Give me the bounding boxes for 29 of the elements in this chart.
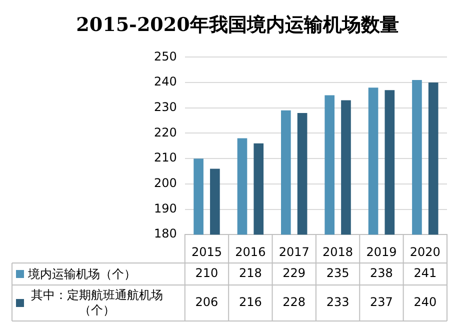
y-tick-label: 200: [154, 176, 177, 190]
y-tick-label: 210: [154, 150, 177, 165]
data-label: 216: [238, 295, 262, 310]
legend-label: 境内运输机场（个）: [28, 266, 136, 282]
data-label: 233: [326, 295, 350, 310]
x-tick-label: 2015: [191, 244, 222, 259]
data-label: 238: [370, 266, 393, 280]
data-label: 218: [238, 266, 262, 280]
data-label: 206: [195, 295, 218, 310]
data-label: 237: [370, 295, 393, 310]
x-tick-label: 2017: [278, 244, 310, 259]
y-tick-label: 180: [154, 226, 177, 241]
y-tick-label: 230: [154, 100, 177, 114]
data-label: 228: [282, 295, 306, 310]
x-tick-label: 2020: [410, 244, 440, 259]
x-tick-label: 2019: [366, 244, 397, 259]
y-tick-label: 220: [154, 125, 177, 140]
y-tick-label: 250: [154, 49, 177, 64]
legend-label: 其中：定期航班通航机场（个）: [30, 288, 164, 318]
data-label: 210: [195, 266, 218, 280]
data-label: 235: [326, 266, 350, 280]
y-tick-label: 190: [154, 201, 177, 216]
chart-title: 2015-2020年我国境内运输机场数量: [75, 13, 400, 38]
y-tick-label: 240: [154, 74, 177, 89]
data-label: 229: [282, 266, 306, 280]
data-label: 240: [414, 295, 437, 310]
x-tick-label: 2018: [322, 244, 354, 259]
x-tick-label: 2016: [235, 244, 266, 259]
data-label: 241: [414, 266, 437, 280]
